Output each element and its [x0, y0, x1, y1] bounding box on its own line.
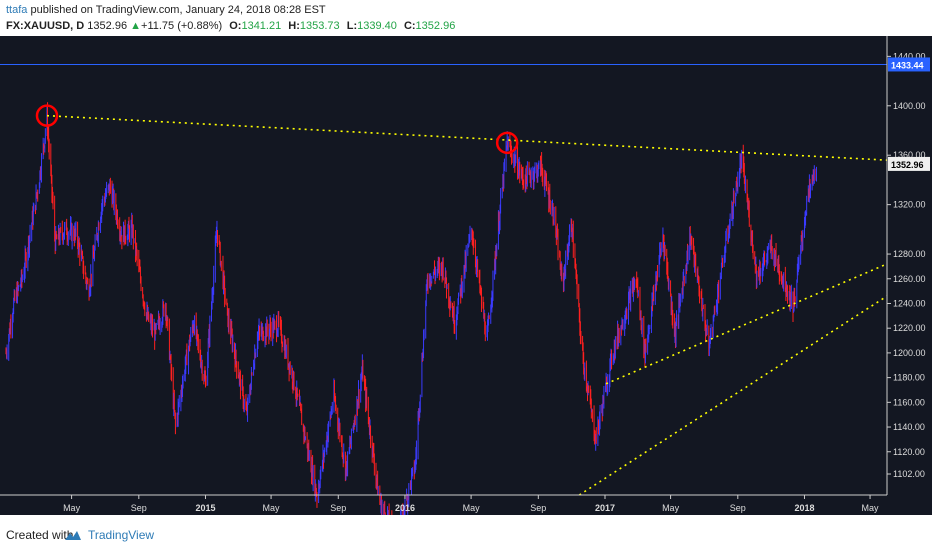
x-tick-label: 2018	[794, 503, 814, 513]
header: ttafa published on TradingView.com, Janu…	[0, 0, 932, 36]
change-value: +11.75 (+0.88%)	[141, 20, 223, 32]
y-tick-label: 1102.00	[893, 469, 925, 479]
tradingview-cloud-icon	[65, 531, 81, 540]
symbol-label: FX:XAUUSD, D	[6, 20, 85, 32]
open-label: O:	[229, 20, 242, 32]
x-tick-label: Sep	[530, 503, 546, 513]
change-arrow-icon: ▲	[130, 20, 142, 32]
high-value: 1353.73	[299, 20, 340, 32]
price-axis	[887, 36, 932, 515]
x-tick-label: May	[263, 503, 281, 513]
ohlc-bars	[5, 102, 817, 515]
y-tick-label: 1140.00	[893, 422, 925, 432]
y-tick-label: 1240.00	[893, 298, 926, 308]
trendline-resistance	[46, 114, 888, 161]
x-tick-label: 2016	[395, 503, 415, 513]
current-price-badge	[888, 156, 930, 171]
y-tick-label: 1440.00	[893, 51, 926, 61]
x-tick-label: May	[63, 503, 81, 513]
footer: Created with TradingView	[0, 515, 932, 550]
low-value: 1339.40	[357, 20, 397, 32]
y-tick-label: 1220.00	[893, 323, 926, 333]
low-label: L:	[346, 20, 358, 32]
y-tick-label: 1280.00	[893, 249, 926, 259]
x-tick-label: 2015	[195, 503, 215, 513]
x-tick-label: May	[463, 503, 481, 513]
tradingview-brand-link[interactable]: TradingView	[88, 528, 155, 542]
plot-background	[0, 36, 932, 515]
created-with-text: Created with	[6, 528, 74, 542]
published-line: ttafa published on TradingView.com, Janu…	[6, 4, 326, 16]
last-price: 1352.96	[87, 20, 128, 32]
y-tick-label: 1400.00	[893, 101, 926, 111]
x-tick-label: 2017	[595, 503, 615, 513]
close-value: 1352.96	[415, 20, 456, 32]
marker-circle-peak-2016	[495, 131, 519, 155]
price-chart[interactable]: 1102.00 1120.00 1140.00 1160.00 1180.00 1200.…	[0, 36, 932, 515]
published-text: published on TradingView.com, January 24…	[30, 4, 326, 16]
close-label: C:	[403, 20, 416, 32]
x-tick-label: May	[662, 503, 680, 513]
y-tick-label: 1260.00	[893, 274, 926, 284]
high-label: H:	[288, 20, 300, 32]
trendline-support-lower	[578, 295, 888, 496]
x-tick-label: May	[862, 503, 880, 513]
symbol-quote: FX:XAUUSD, D 1352.96 ▲+11.75 (+0.88%) O:…	[6, 20, 455, 32]
y-tick-label: 1120.00	[893, 447, 925, 457]
y-tick-label: 1360.00	[893, 150, 926, 160]
y-tick-label: 1160.00	[893, 397, 925, 407]
author-link[interactable]: ttafa	[6, 4, 28, 16]
y-tick-label: 1200.00	[893, 348, 926, 358]
x-tick-label: Sep	[730, 503, 746, 513]
x-tick-label: Sep	[131, 503, 147, 513]
chart-area[interactable]: 1102.00 1120.00 1140.00 1160.00 1180.00 1200.…	[0, 36, 932, 515]
level-price-badge	[888, 57, 930, 72]
level-price-label: 1433.44	[891, 60, 924, 70]
marker-circle-peak-2014	[35, 104, 59, 127]
open-value: 1341.21	[241, 20, 282, 32]
y-tick-label: 1320.00	[893, 200, 926, 210]
x-tick-label: Sep	[330, 503, 346, 513]
y-tick-label: 1180.00	[893, 373, 925, 383]
current-price-label: 1352.96	[891, 160, 924, 170]
